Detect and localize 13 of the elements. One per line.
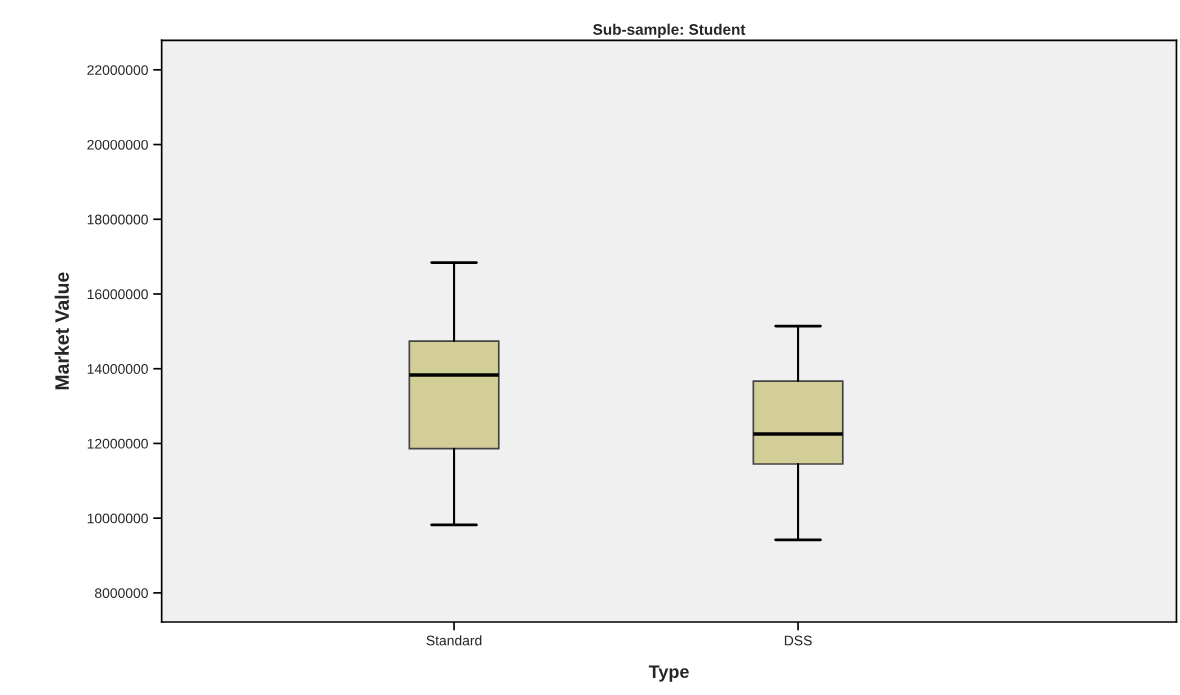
- y-tick-label: 8000000: [95, 588, 148, 599]
- y-tick-label: 16000000: [87, 289, 148, 300]
- chart-title: Sub-sample: Student: [593, 23, 746, 38]
- y-tick-label: 12000000: [87, 438, 148, 449]
- x-tick-label: DSS: [784, 635, 812, 646]
- x-axis-title: Type: [648, 665, 689, 682]
- y-tick-label: 10000000: [87, 513, 148, 524]
- y-tick-label: 22000000: [87, 65, 148, 75]
- y-tick-label: 18000000: [87, 214, 148, 225]
- y-axis-title: Market Value: [54, 272, 69, 390]
- x-tick-label: Standard: [426, 635, 482, 646]
- y-tick-label: 20000000: [87, 139, 148, 150]
- y-tick-label: 14000000: [87, 364, 148, 374]
